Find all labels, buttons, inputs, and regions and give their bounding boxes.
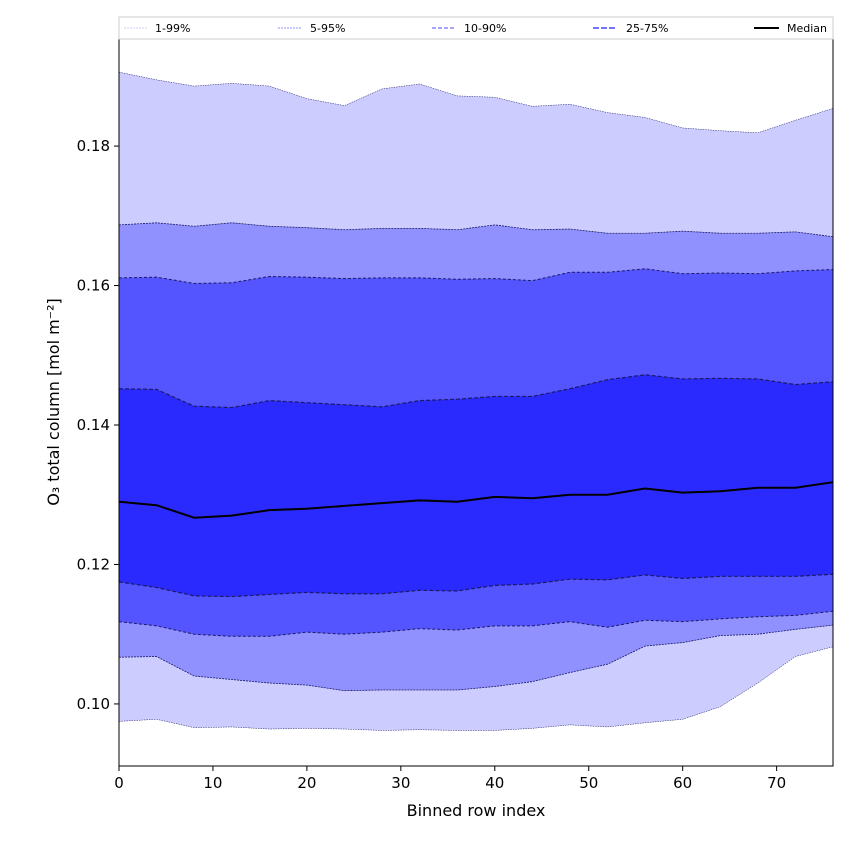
x-tick-label: 0 [114, 774, 124, 792]
legend-label-10-90: 10-90% [464, 22, 506, 35]
legend-label-median: Median [787, 22, 827, 35]
x-axis: 0 10 20 30 40 50 60 70 [114, 766, 786, 792]
line-p25 [118, 573, 834, 598]
line-p1 [118, 646, 834, 731]
line-median [118, 481, 834, 519]
line-p95 [118, 222, 834, 238]
line-p5 [118, 624, 834, 692]
bands [118, 71, 834, 731]
line-p99 [118, 71, 834, 134]
y-tick-label: 0.12 [77, 555, 110, 573]
y-tick-label: 0.16 [77, 277, 110, 295]
x-axis-label: Binned row index [407, 801, 546, 820]
y-tick-label: 0.10 [77, 695, 110, 713]
x-tick-label: 50 [579, 774, 598, 792]
x-tick-label: 10 [203, 774, 222, 792]
x-tick-label: 70 [767, 774, 786, 792]
y-tick-label: 0.18 [77, 137, 110, 155]
line-p90 [118, 268, 834, 284]
legend: 1-99% 5-95% 10-90% 25-75% Median [118, 16, 834, 40]
y-tick-label: 0.14 [77, 416, 110, 434]
legend-label-1-99: 1-99% [155, 22, 190, 35]
legend-label-5-95: 5-95% [310, 22, 345, 35]
band-25-75 [119, 374, 833, 597]
y-axis-label: O₃ total column [mol m⁻²] [44, 298, 63, 506]
legend-label-25-75: 25-75% [626, 22, 668, 35]
line-p75 [118, 374, 834, 409]
x-tick-label: 60 [673, 774, 692, 792]
x-tick-label: 30 [391, 774, 410, 792]
line-p10 [118, 610, 834, 637]
y-axis: 0.10 0.12 0.14 0.16 0.18 [77, 137, 119, 713]
x-tick-label: 40 [485, 774, 504, 792]
x-tick-label: 20 [297, 774, 316, 792]
